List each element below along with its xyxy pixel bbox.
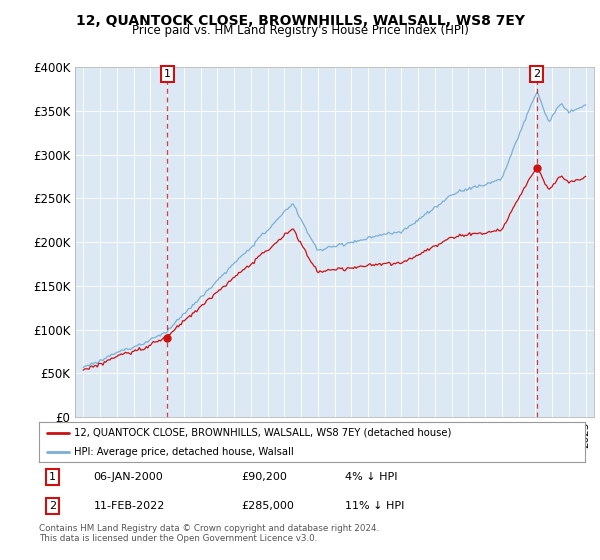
Text: 12, QUANTOCK CLOSE, BROWNHILLS, WALSALL, WS8 7EY (detached house): 12, QUANTOCK CLOSE, BROWNHILLS, WALSALL,…: [74, 428, 452, 438]
Text: 1: 1: [49, 472, 56, 482]
Text: 2: 2: [49, 501, 56, 511]
Text: HPI: Average price, detached house, Walsall: HPI: Average price, detached house, Wals…: [74, 447, 294, 457]
Text: 4% ↓ HPI: 4% ↓ HPI: [345, 472, 397, 482]
Text: 11-FEB-2022: 11-FEB-2022: [94, 501, 165, 511]
Text: Price paid vs. HM Land Registry's House Price Index (HPI): Price paid vs. HM Land Registry's House …: [131, 24, 469, 37]
Text: £285,000: £285,000: [241, 501, 294, 511]
Text: 1: 1: [164, 69, 171, 79]
Text: £90,200: £90,200: [241, 472, 287, 482]
Text: 12, QUANTOCK CLOSE, BROWNHILLS, WALSALL, WS8 7EY: 12, QUANTOCK CLOSE, BROWNHILLS, WALSALL,…: [76, 14, 524, 28]
Text: 06-JAN-2000: 06-JAN-2000: [94, 472, 163, 482]
Text: 11% ↓ HPI: 11% ↓ HPI: [345, 501, 404, 511]
Text: 2: 2: [533, 69, 540, 79]
Text: Contains HM Land Registry data © Crown copyright and database right 2024.
This d: Contains HM Land Registry data © Crown c…: [39, 524, 379, 543]
